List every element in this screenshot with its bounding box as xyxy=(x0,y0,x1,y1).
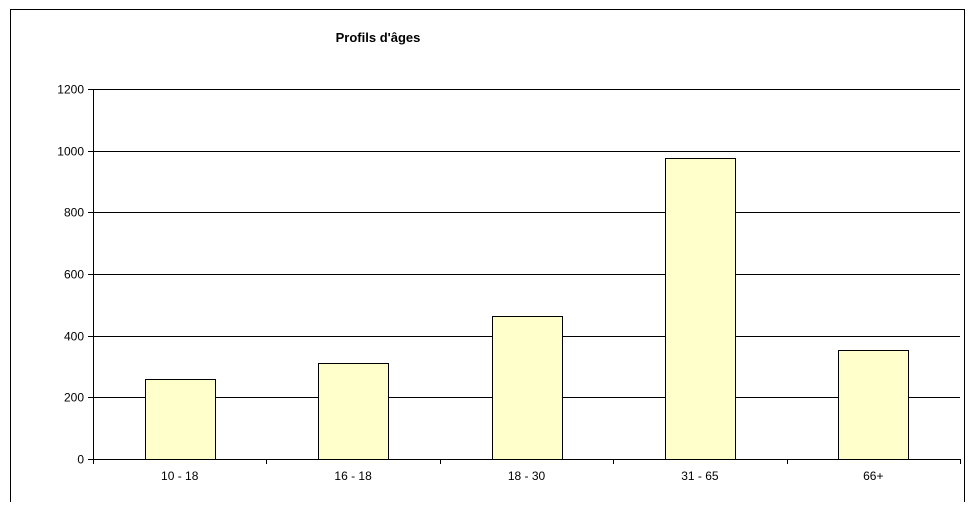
y-tick-label: 0 xyxy=(77,453,84,467)
y-tick-label: 800 xyxy=(64,206,84,220)
bar-4 xyxy=(665,158,736,460)
axes xyxy=(88,89,961,464)
bar-3 xyxy=(492,316,563,460)
bar-2 xyxy=(318,363,389,460)
y-tick-label: 600 xyxy=(64,268,84,282)
y-tick-label: 200 xyxy=(64,391,84,405)
bar-5 xyxy=(838,350,909,460)
x-tick-labels: 10 - 18 16 - 18 18 - 30 31 - 65 66+ xyxy=(161,469,883,483)
x-tick-label: 18 - 30 xyxy=(508,469,546,483)
y-tick-label: 1000 xyxy=(57,145,84,159)
y-tick-label: 400 xyxy=(64,330,84,344)
bar-1 xyxy=(145,379,216,460)
x-tick-label: 31 - 65 xyxy=(681,469,719,483)
x-tick-label: 66+ xyxy=(863,469,883,483)
x-tick-label: 10 - 18 xyxy=(161,469,199,483)
y-tick-labels: 0 200 400 600 800 1000 1200 xyxy=(57,83,84,467)
y-tick-label: 1200 xyxy=(57,83,84,97)
bars xyxy=(145,158,909,460)
chart-title: Profils d'âges xyxy=(336,30,421,45)
x-tick-label: 16 - 18 xyxy=(334,469,372,483)
